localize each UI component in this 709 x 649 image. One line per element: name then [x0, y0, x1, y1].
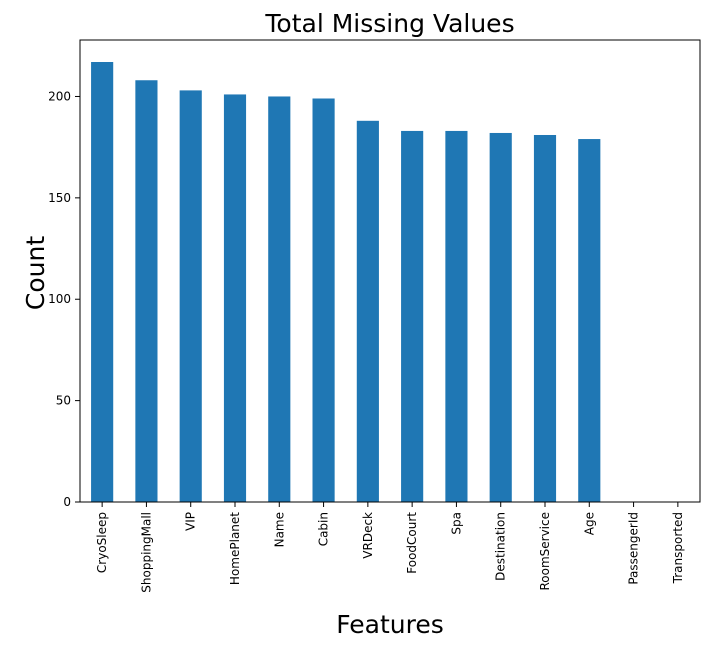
x-tick-label: Transported	[671, 512, 685, 584]
x-tick-label: Name	[272, 512, 286, 547]
y-axis-label: Count	[21, 236, 50, 310]
plot-frame	[79, 39, 701, 503]
x-tick-label: HomePlanet	[228, 512, 242, 585]
bar-destination	[489, 132, 512, 502]
chart-title: Total Missing Values	[264, 9, 514, 38]
bar-age	[578, 139, 601, 502]
x-tick-label: CryoSleep	[95, 512, 109, 573]
x-tick-label: Cabin	[317, 512, 331, 546]
bar-vip	[179, 90, 202, 503]
x-tick-label: Destination	[494, 512, 508, 581]
y-tick-label: 0	[63, 495, 71, 509]
bar-cryosleep	[91, 62, 114, 502]
x-tick-label: RoomService	[538, 512, 552, 591]
x-tick-label: FoodCourt	[405, 512, 419, 574]
bar-vrdeck	[356, 120, 379, 502]
x-axis-ticks: CryoSleep ShoppingMall VIP HomePlanet Name Ca…	[95, 502, 685, 593]
x-tick-label: VIP	[184, 512, 198, 531]
y-tick-label: 200	[48, 89, 71, 103]
bars-group	[91, 62, 601, 503]
y-tick-label: 100	[48, 292, 71, 306]
y-tick-label: 150	[48, 191, 71, 205]
x-tick-label: VRDeck	[361, 512, 375, 559]
x-tick-label: Spa	[449, 512, 463, 535]
x-tick-label: PassengerId	[627, 512, 641, 585]
bar-name	[268, 96, 291, 503]
bar-foodcourt	[401, 130, 424, 502]
bar-spa	[445, 130, 468, 502]
bar-shoppingmall	[135, 80, 158, 503]
y-tick-label: 50	[56, 394, 71, 408]
x-axis-label: Features	[336, 610, 444, 639]
bar-cabin	[312, 98, 335, 503]
x-tick-label: ShoppingMall	[139, 512, 153, 593]
bar-roomservice	[533, 134, 557, 502]
bar-homeplanet	[223, 94, 247, 503]
x-tick-label: Age	[582, 512, 596, 535]
y-axis-ticks: 0 50 100 150 200	[48, 89, 80, 509]
